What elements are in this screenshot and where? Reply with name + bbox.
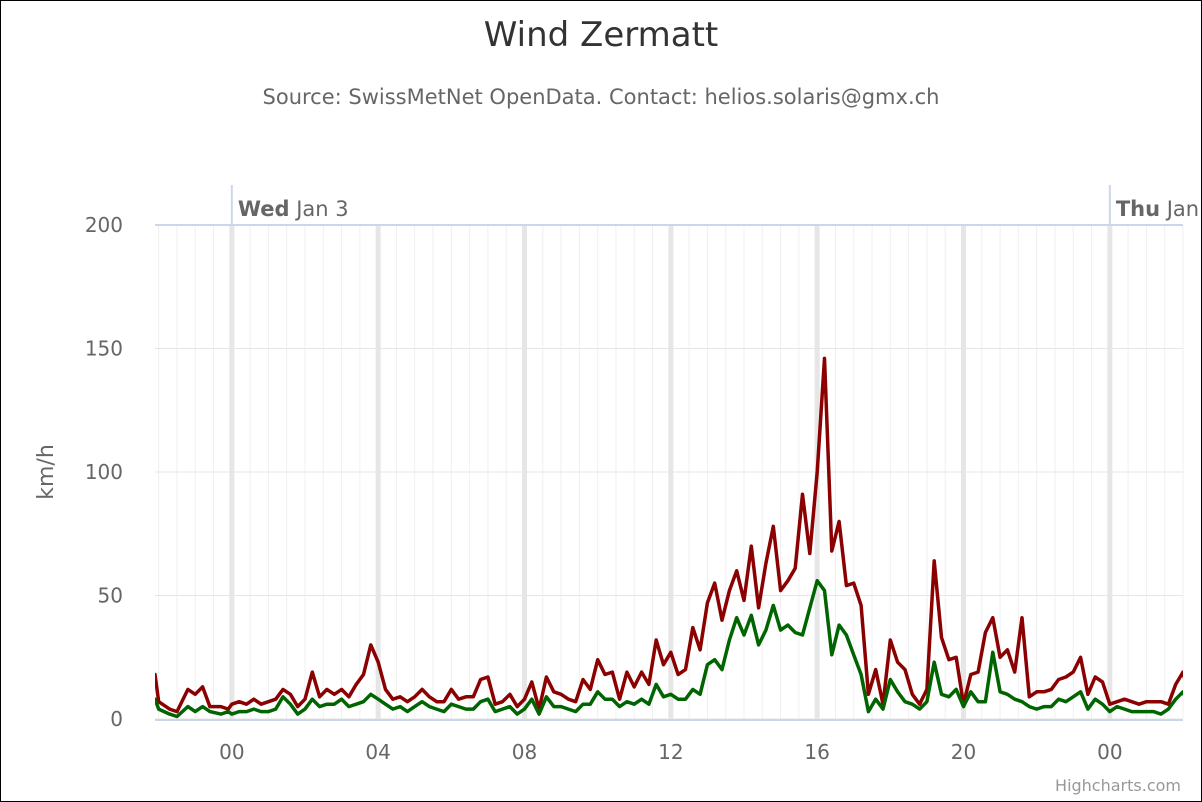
x-tick-label: 16 xyxy=(804,740,829,764)
day-label: Thu Jan 4 xyxy=(1116,197,1201,221)
y-tick-label: 200 xyxy=(85,213,123,237)
x-tick-label: 04 xyxy=(365,740,390,764)
x-tick-label: 20 xyxy=(951,740,976,764)
y-tick-label: 150 xyxy=(85,337,123,361)
y-axis-title: km/h xyxy=(34,444,59,500)
day-label: Wed Jan 3 xyxy=(238,197,349,221)
y-tick-label: 100 xyxy=(85,460,123,484)
x-tick-label: 00 xyxy=(219,740,244,764)
series-line-wind xyxy=(155,578,1183,719)
y-tick-label: 50 xyxy=(98,584,123,608)
y-tick-label: 0 xyxy=(110,707,123,731)
chart-subtitle: Source: SwissMetNet OpenData. Contact: h… xyxy=(262,85,940,109)
x-tick-label: 00 xyxy=(1097,740,1122,764)
x-tick-label: 12 xyxy=(658,740,683,764)
x-tick-label: 08 xyxy=(512,740,537,764)
chart-title: Wind Zermatt xyxy=(483,15,719,55)
credits-link[interactable]: Highcharts.com xyxy=(1055,776,1181,795)
series-line-gust xyxy=(155,356,1183,714)
